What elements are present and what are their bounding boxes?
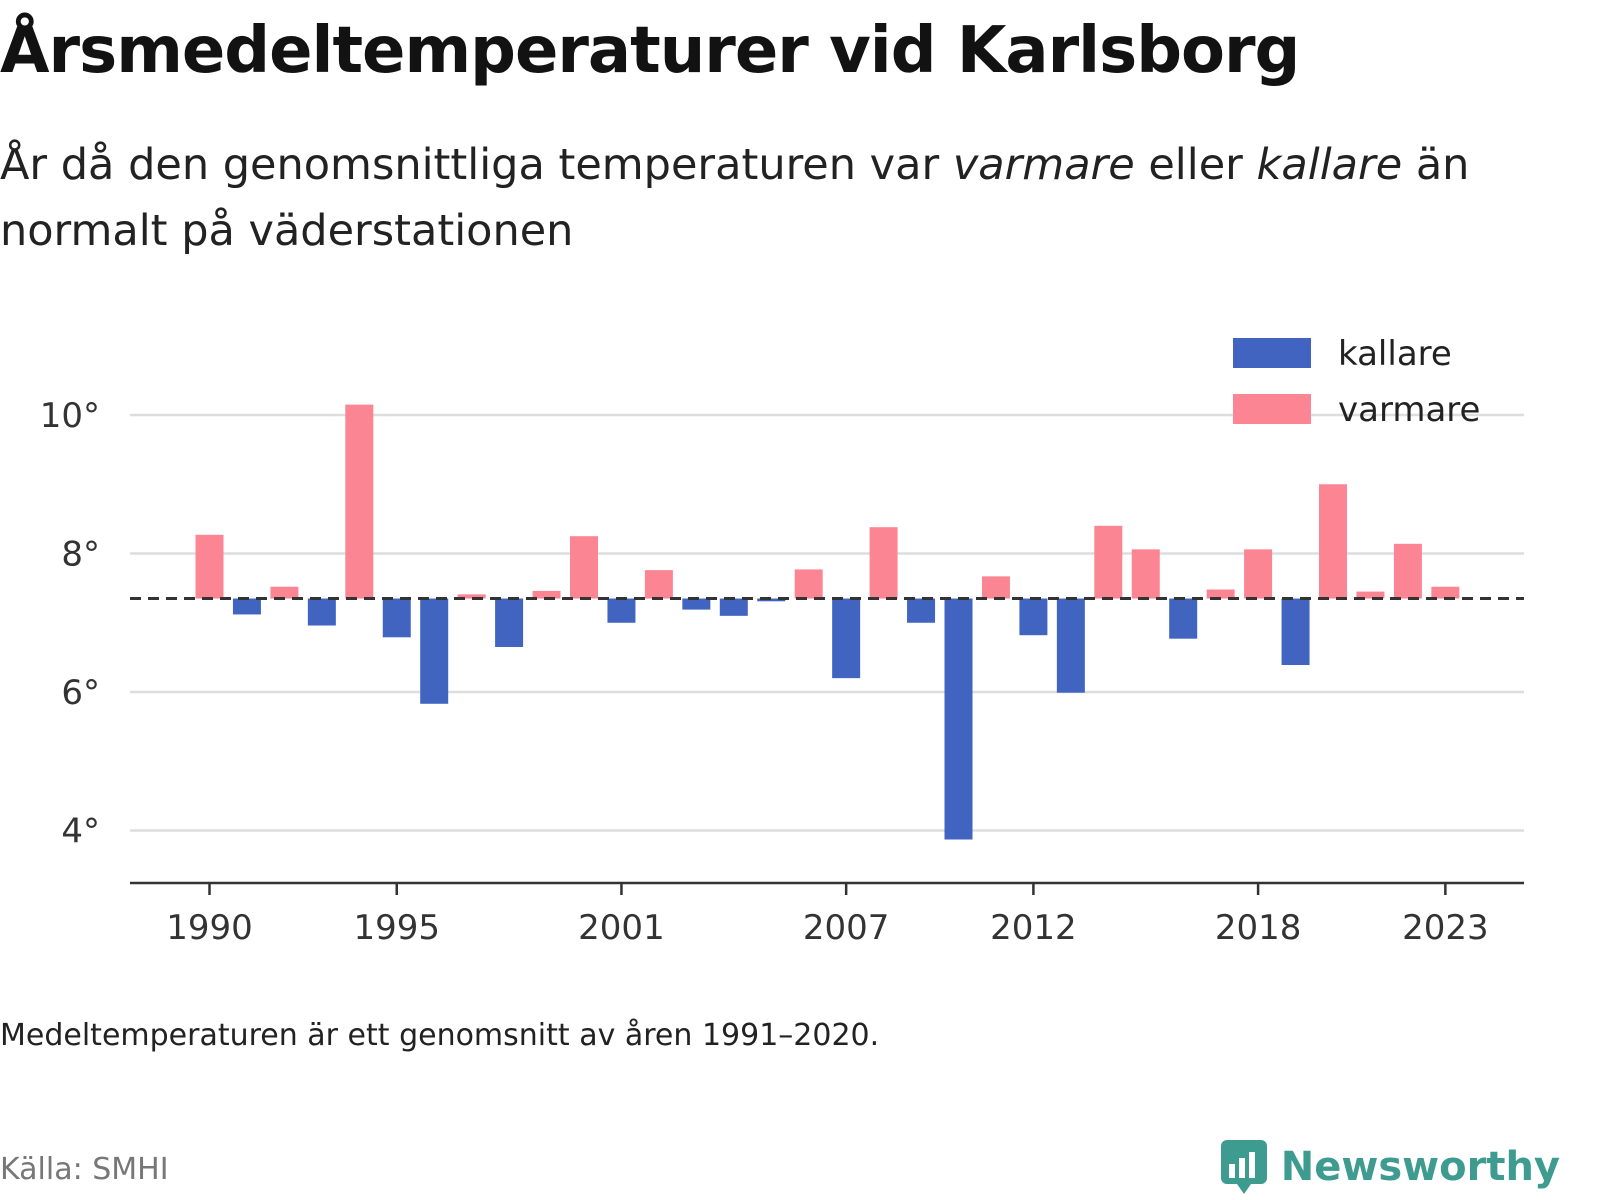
bar: [682, 598, 711, 610]
subtitle-text-middle: eller: [1134, 140, 1257, 190]
bar: [981, 576, 1010, 599]
bar: [1131, 549, 1160, 599]
bar: [420, 598, 449, 704]
x-tick-label: 2007: [803, 908, 890, 948]
chart-bubble-icon: [1220, 1140, 1267, 1194]
bar: [1244, 549, 1273, 599]
y-tick-label: 6°: [61, 673, 100, 713]
bar: [869, 527, 898, 599]
bar: [644, 570, 673, 599]
bar: [1356, 591, 1385, 599]
bar: [607, 598, 636, 623]
footnote: Medeltemperaturen är ett genomsnitt av å…: [0, 1018, 880, 1053]
x-tick-label: 1990: [166, 908, 253, 948]
x-tick-label: 1995: [353, 908, 440, 948]
x-tick-label: 2001: [578, 908, 665, 948]
bar: [794, 569, 823, 599]
bar: [719, 598, 748, 616]
subtitle-text-start: År då den genomsnittliga temperaturen va…: [0, 140, 953, 190]
bar: [907, 598, 936, 623]
x-tick-label: 2023: [1402, 908, 1489, 948]
bar: [757, 598, 786, 602]
legend-swatch: [1233, 338, 1311, 368]
bar: [1094, 525, 1123, 599]
bar: [270, 586, 299, 599]
chart-subtitle: År då den genomsnittliga temperaturen va…: [0, 132, 1560, 264]
x-tick-label: 2012: [990, 908, 1077, 948]
bar: [1393, 543, 1422, 599]
bar: [570, 536, 598, 599]
bar: [195, 534, 224, 599]
bar: [832, 598, 861, 679]
bar: [457, 594, 486, 599]
y-tick-label: 4°: [61, 812, 100, 852]
subtitle-text-end: än normalt på väderstationen: [0, 140, 1470, 256]
bar: [1319, 484, 1347, 599]
chart-title: Årsmedeltemperaturer vid Karlsborg: [0, 14, 1300, 88]
y-tick-label: 10°: [40, 396, 100, 436]
bar: [1206, 589, 1235, 599]
legend-label: varmare: [1338, 390, 1480, 430]
bar: [1281, 598, 1310, 665]
bar-chart: 4° 6° 8° 10° 1990 1995 2001 2007 2012 2018 2023 k…: [40, 334, 1524, 948]
legend-label: kallare: [1338, 334, 1452, 374]
bar: [1056, 598, 1085, 693]
x-tick-label: 2018: [1215, 908, 1302, 948]
bar: [1169, 598, 1198, 639]
subtitle-colder: kallare: [1256, 140, 1403, 190]
brand-logo: Newsworthy: [1219, 1138, 1560, 1196]
bar: [232, 598, 261, 615]
bar: [1431, 586, 1460, 599]
bar: [1019, 598, 1048, 636]
bars: [195, 404, 1460, 840]
subtitle-warmer: varmare: [952, 140, 1135, 190]
x-axis: 1990 1995 2001 2007 2012 2018 2023: [130, 881, 1524, 948]
bar: [382, 598, 411, 638]
bar: [307, 598, 336, 626]
brand-name: Newsworthy: [1280, 1144, 1560, 1190]
legend-swatch: [1233, 394, 1311, 424]
legend: kallare varmare: [1233, 334, 1480, 430]
y-axis-ticks: 4° 6° 8° 10°: [40, 396, 100, 852]
bar: [345, 404, 374, 599]
bar: [944, 598, 973, 840]
bar: [495, 598, 524, 647]
bar: [532, 590, 561, 599]
gridlines: [130, 413, 1524, 832]
source-label: Källa: SMHI: [0, 1152, 169, 1187]
y-tick-label: 8°: [61, 535, 100, 575]
